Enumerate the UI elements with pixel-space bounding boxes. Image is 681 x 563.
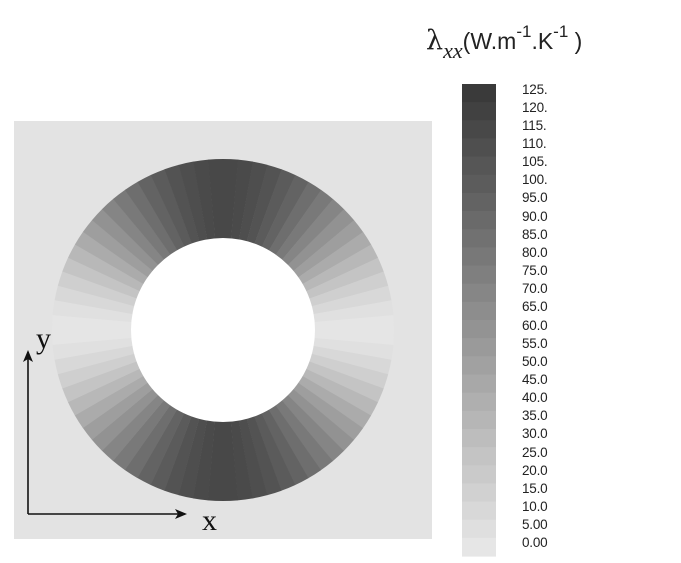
colorbar-segment (462, 301, 496, 321)
colorbar-segment (462, 156, 496, 176)
colorbar-title: λxx(W.m-1.K-1 ) (426, 22, 583, 63)
colorbar-segment (462, 320, 496, 339)
colorbar-label: 0.00 (522, 535, 548, 551)
colorbar-segment (462, 84, 496, 103)
colorbar-segment (462, 428, 496, 448)
colorbar-label: 95.0 (522, 190, 548, 206)
colorbar-label: 75.0 (522, 263, 548, 279)
colorbar-label: 65.0 (522, 299, 548, 315)
colorbar-label: 25.0 (522, 444, 548, 460)
colorbar-segment (462, 501, 496, 521)
colorbar-segment (462, 338, 496, 357)
y-axis-label: y (36, 322, 51, 355)
colorbar-segment (462, 247, 496, 267)
colorbar-label: 40.0 (522, 390, 548, 406)
colorbar-segment (462, 283, 496, 303)
colorbar-label: 45.0 (522, 371, 548, 387)
inner-hole (131, 238, 315, 422)
colorbar-segment (462, 356, 496, 376)
colorbar-label: 60.0 (522, 317, 548, 333)
colorbar-label: 115. (522, 117, 547, 133)
colorbar-label: 80.0 (522, 244, 548, 260)
colorbar-segment (462, 410, 496, 430)
colorbar-label: 70.0 (522, 281, 548, 297)
colorbar-label: 120. (522, 99, 548, 115)
colorbar-segment (462, 537, 496, 557)
colorbar-label: 30.0 (522, 426, 548, 442)
colorbar-label: 110. (522, 135, 547, 151)
colorbar-label: 10.0 (522, 499, 548, 515)
colorbar-label: 5.00 (522, 517, 548, 533)
colorbar-segment (462, 229, 496, 248)
colorbar-segment (462, 138, 496, 158)
colorbar-segment (462, 211, 496, 230)
colorbar-label: 90.0 (522, 208, 548, 224)
colorbar-segment (462, 102, 496, 121)
colorbar-label: 85.0 (522, 226, 548, 242)
colorbar-segment (462, 265, 496, 285)
colorbar-label: 35.0 (522, 408, 548, 424)
colorbar-segment (462, 192, 496, 212)
colorbar-label: 20.0 (522, 462, 548, 478)
colorbar-segment (462, 519, 496, 539)
colorbar-label: 15.0 (522, 480, 548, 496)
colorbar-segment (462, 447, 496, 466)
colorbar-segment (462, 483, 496, 503)
colorbar-segment (462, 120, 496, 140)
colorbar-label: 105. (522, 154, 548, 170)
colorbar-segment (462, 465, 496, 484)
colorbar-label: 50.0 (522, 353, 548, 369)
colorbar-label: 55.0 (522, 335, 548, 351)
colorbar-label: 100. (522, 172, 548, 188)
colorbar-label: 125. (522, 81, 548, 97)
x-axis-label: x (202, 504, 217, 537)
colorbar (462, 84, 496, 557)
colorbar-segment (462, 374, 496, 394)
colorbar-segment (462, 174, 496, 194)
colorbar-segment (462, 392, 496, 412)
